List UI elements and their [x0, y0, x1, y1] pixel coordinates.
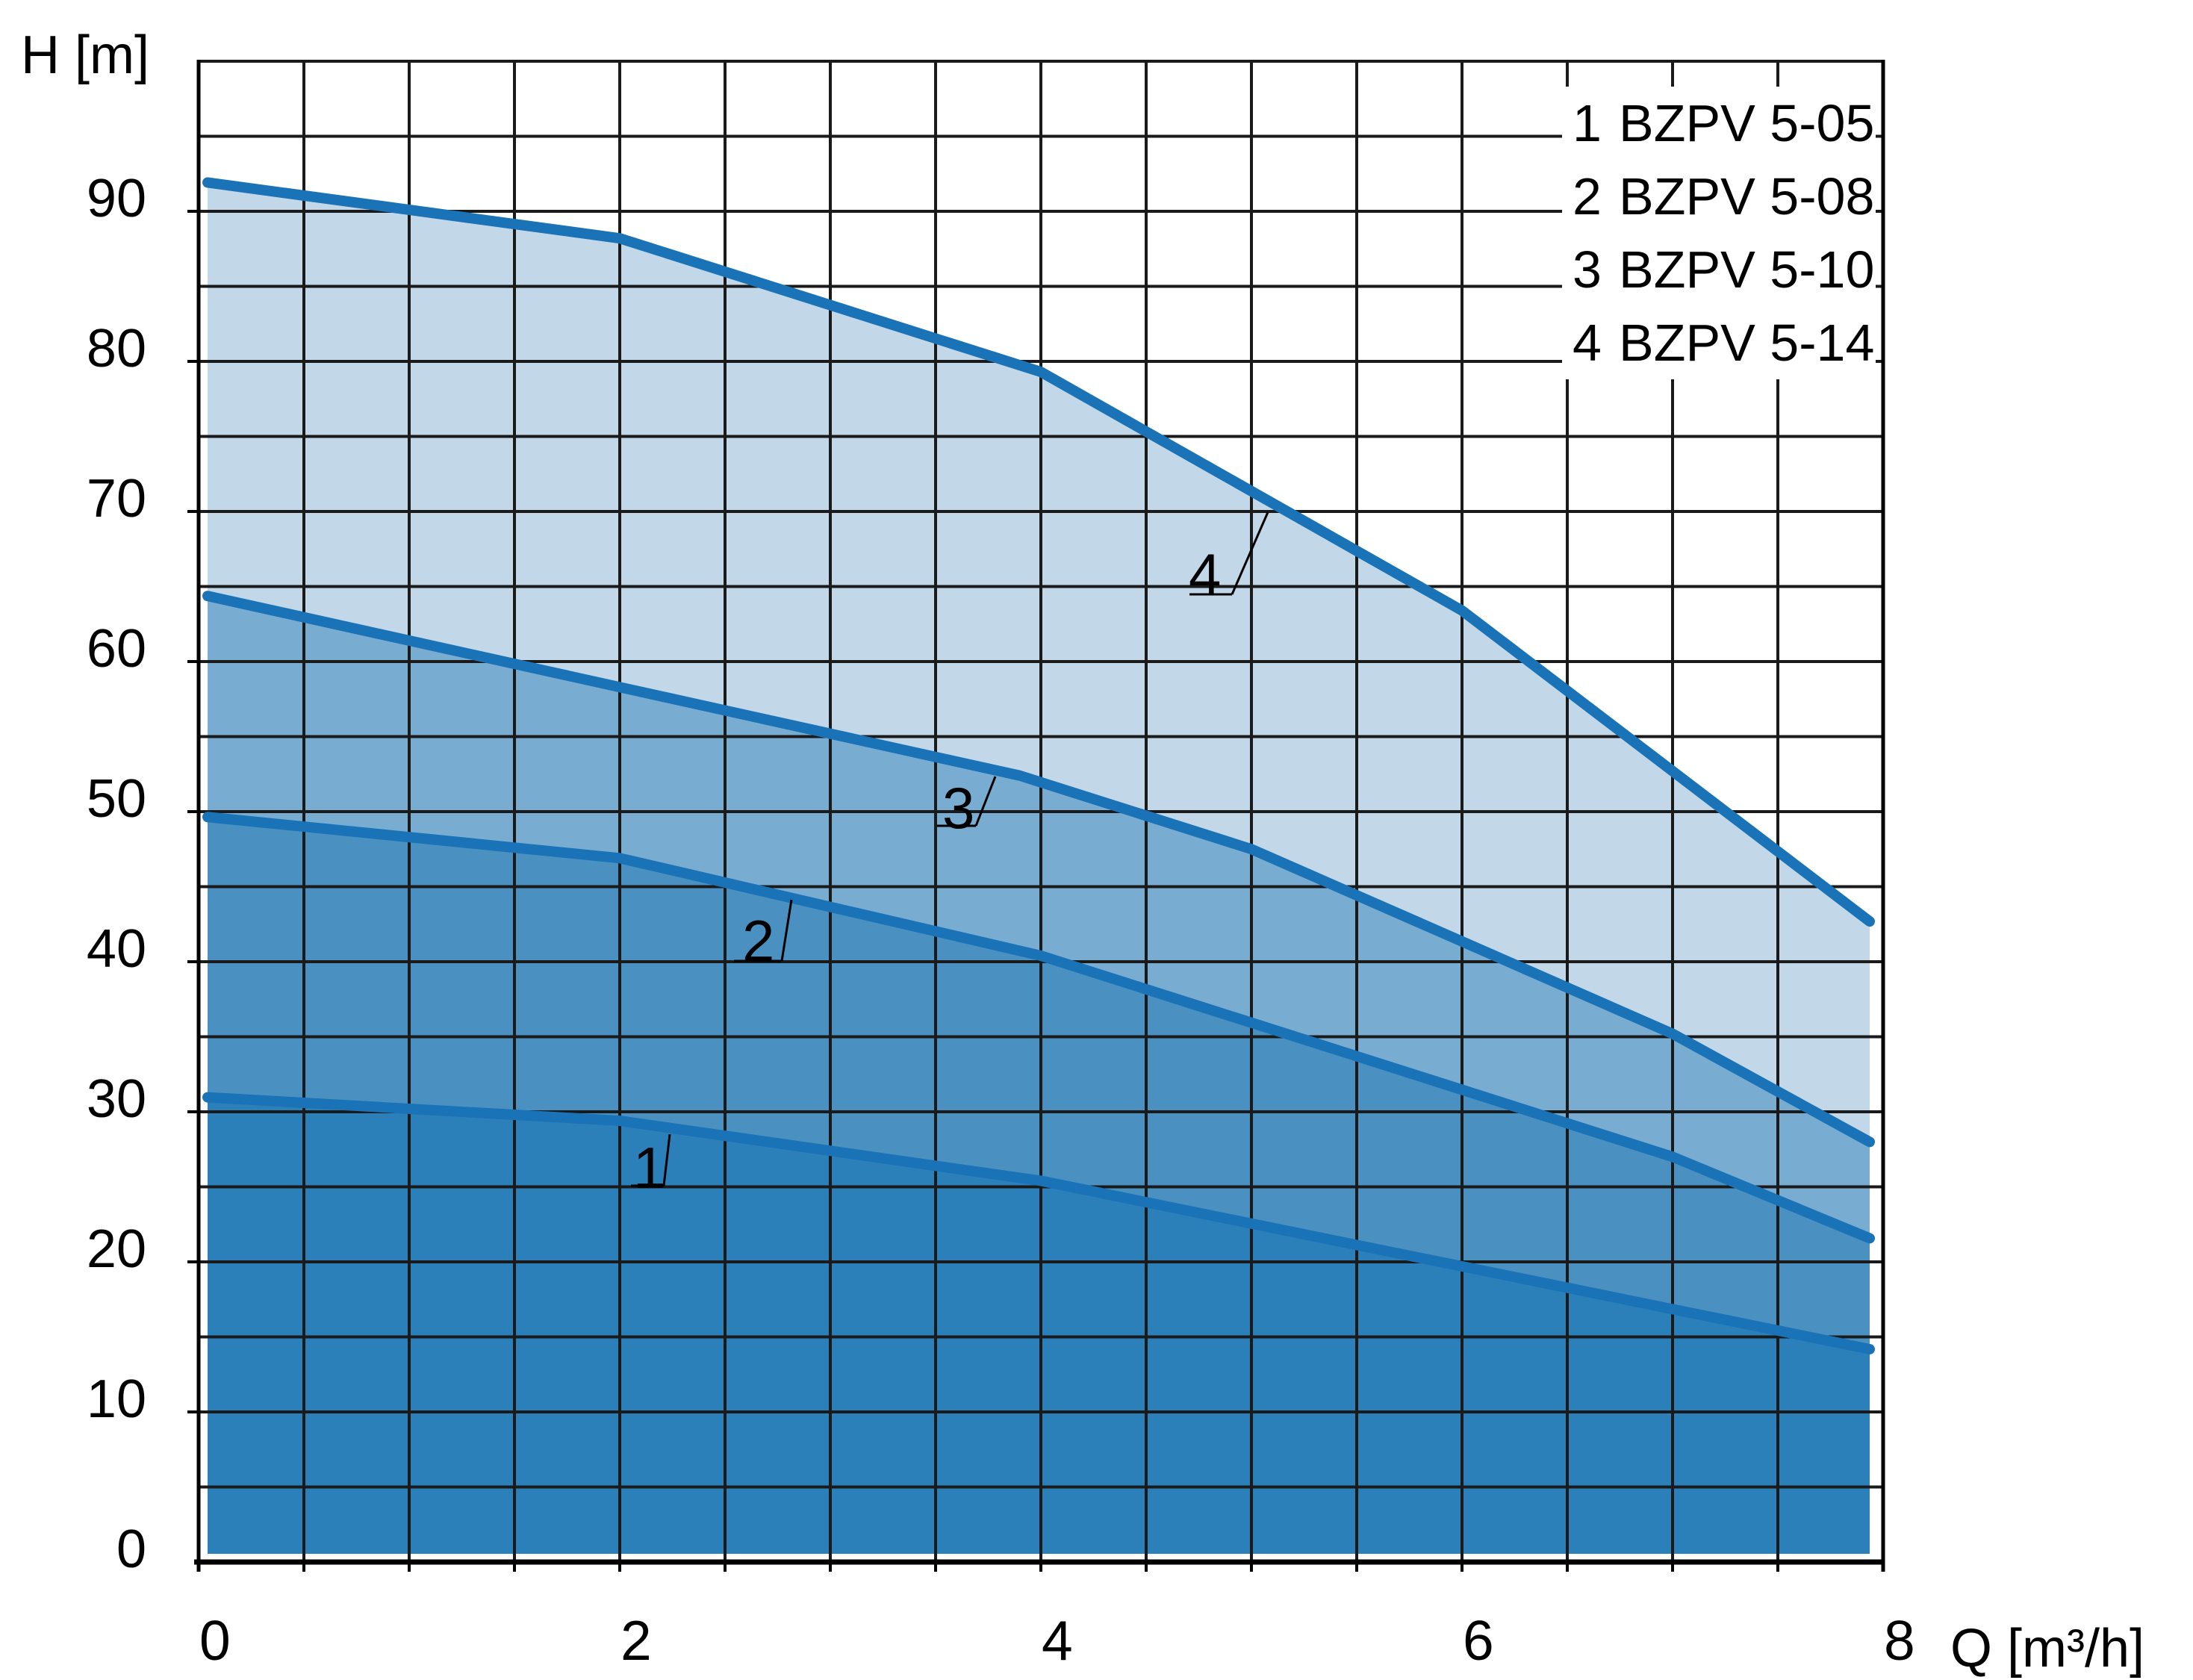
x-tick-label-2: 2 [620, 1609, 652, 1672]
curve-label-leader [974, 776, 997, 827]
y-tick-label-40: 40 [86, 919, 146, 979]
x-tick-label-8: 8 [1884, 1609, 1915, 1672]
curve-number-label-3: 3 [942, 775, 975, 841]
legend-entry-1: 1 BZPV 5-05 [1573, 87, 1874, 160]
curve-line-4 [202, 177, 1875, 927]
curve-line-3 [202, 591, 1875, 1148]
y-tick-label-30: 30 [86, 1069, 146, 1129]
y-tick-label-50: 50 [86, 769, 146, 829]
curve-label-leader [780, 899, 793, 962]
legend-background [1562, 87, 1876, 379]
legend-entry-number: 1 [1573, 94, 1602, 152]
x-tick-label-0: 0 [199, 1609, 231, 1672]
legend-entry-name: BZPV 5-14 [1619, 314, 1875, 372]
legend-entry-number: 2 [1573, 167, 1602, 225]
y-tick-label-80: 80 [86, 319, 146, 379]
curve-line-2 [202, 812, 1875, 1244]
legend-entry-4: 4 BZPV 5-14 [1573, 306, 1874, 379]
legend-entry-2: 2 BZPV 5-08 [1573, 160, 1874, 233]
y-tick-label-60: 60 [86, 619, 146, 679]
y-tick-label-10: 10 [86, 1369, 146, 1429]
legend-entry-name: BZPV 5-05 [1619, 94, 1875, 152]
y-axis-title: H [m] [21, 25, 149, 85]
legend-entry-name: BZPV 5-08 [1619, 167, 1875, 225]
curve-label-leader [662, 1133, 671, 1186]
curve-number-label-4: 4 [1189, 541, 1222, 607]
y-tick-label-20: 20 [86, 1219, 146, 1279]
x-tick-label-6: 6 [1463, 1609, 1494, 1672]
x-axis-title: Q [m³/h] [1950, 1619, 2145, 1679]
y-tick-label-70: 70 [86, 469, 146, 529]
curve-label-leader [1231, 511, 1269, 595]
area-fill-1 [208, 1097, 1870, 1554]
legend-entry-name: BZPV 5-10 [1619, 240, 1875, 299]
curve-number-label-1: 1 [633, 1135, 666, 1201]
x-tick-label-4: 4 [1042, 1609, 1073, 1672]
y-tick-label-0: 0 [116, 1519, 146, 1579]
curve-number-label-2: 2 [742, 908, 775, 974]
legend: 1 BZPV 5-05 2 BZPV 5-08 3 BZPV 5-10 4 BZPV 5-14 [1573, 87, 1874, 379]
y-tick-label-90: 90 [86, 169, 146, 228]
legend-entry-3: 3 BZPV 5-10 [1573, 233, 1874, 306]
curve-line-1 [202, 1092, 1875, 1354]
legend-entry-number: 4 [1573, 314, 1602, 372]
legend-entry-number: 3 [1573, 240, 1602, 299]
